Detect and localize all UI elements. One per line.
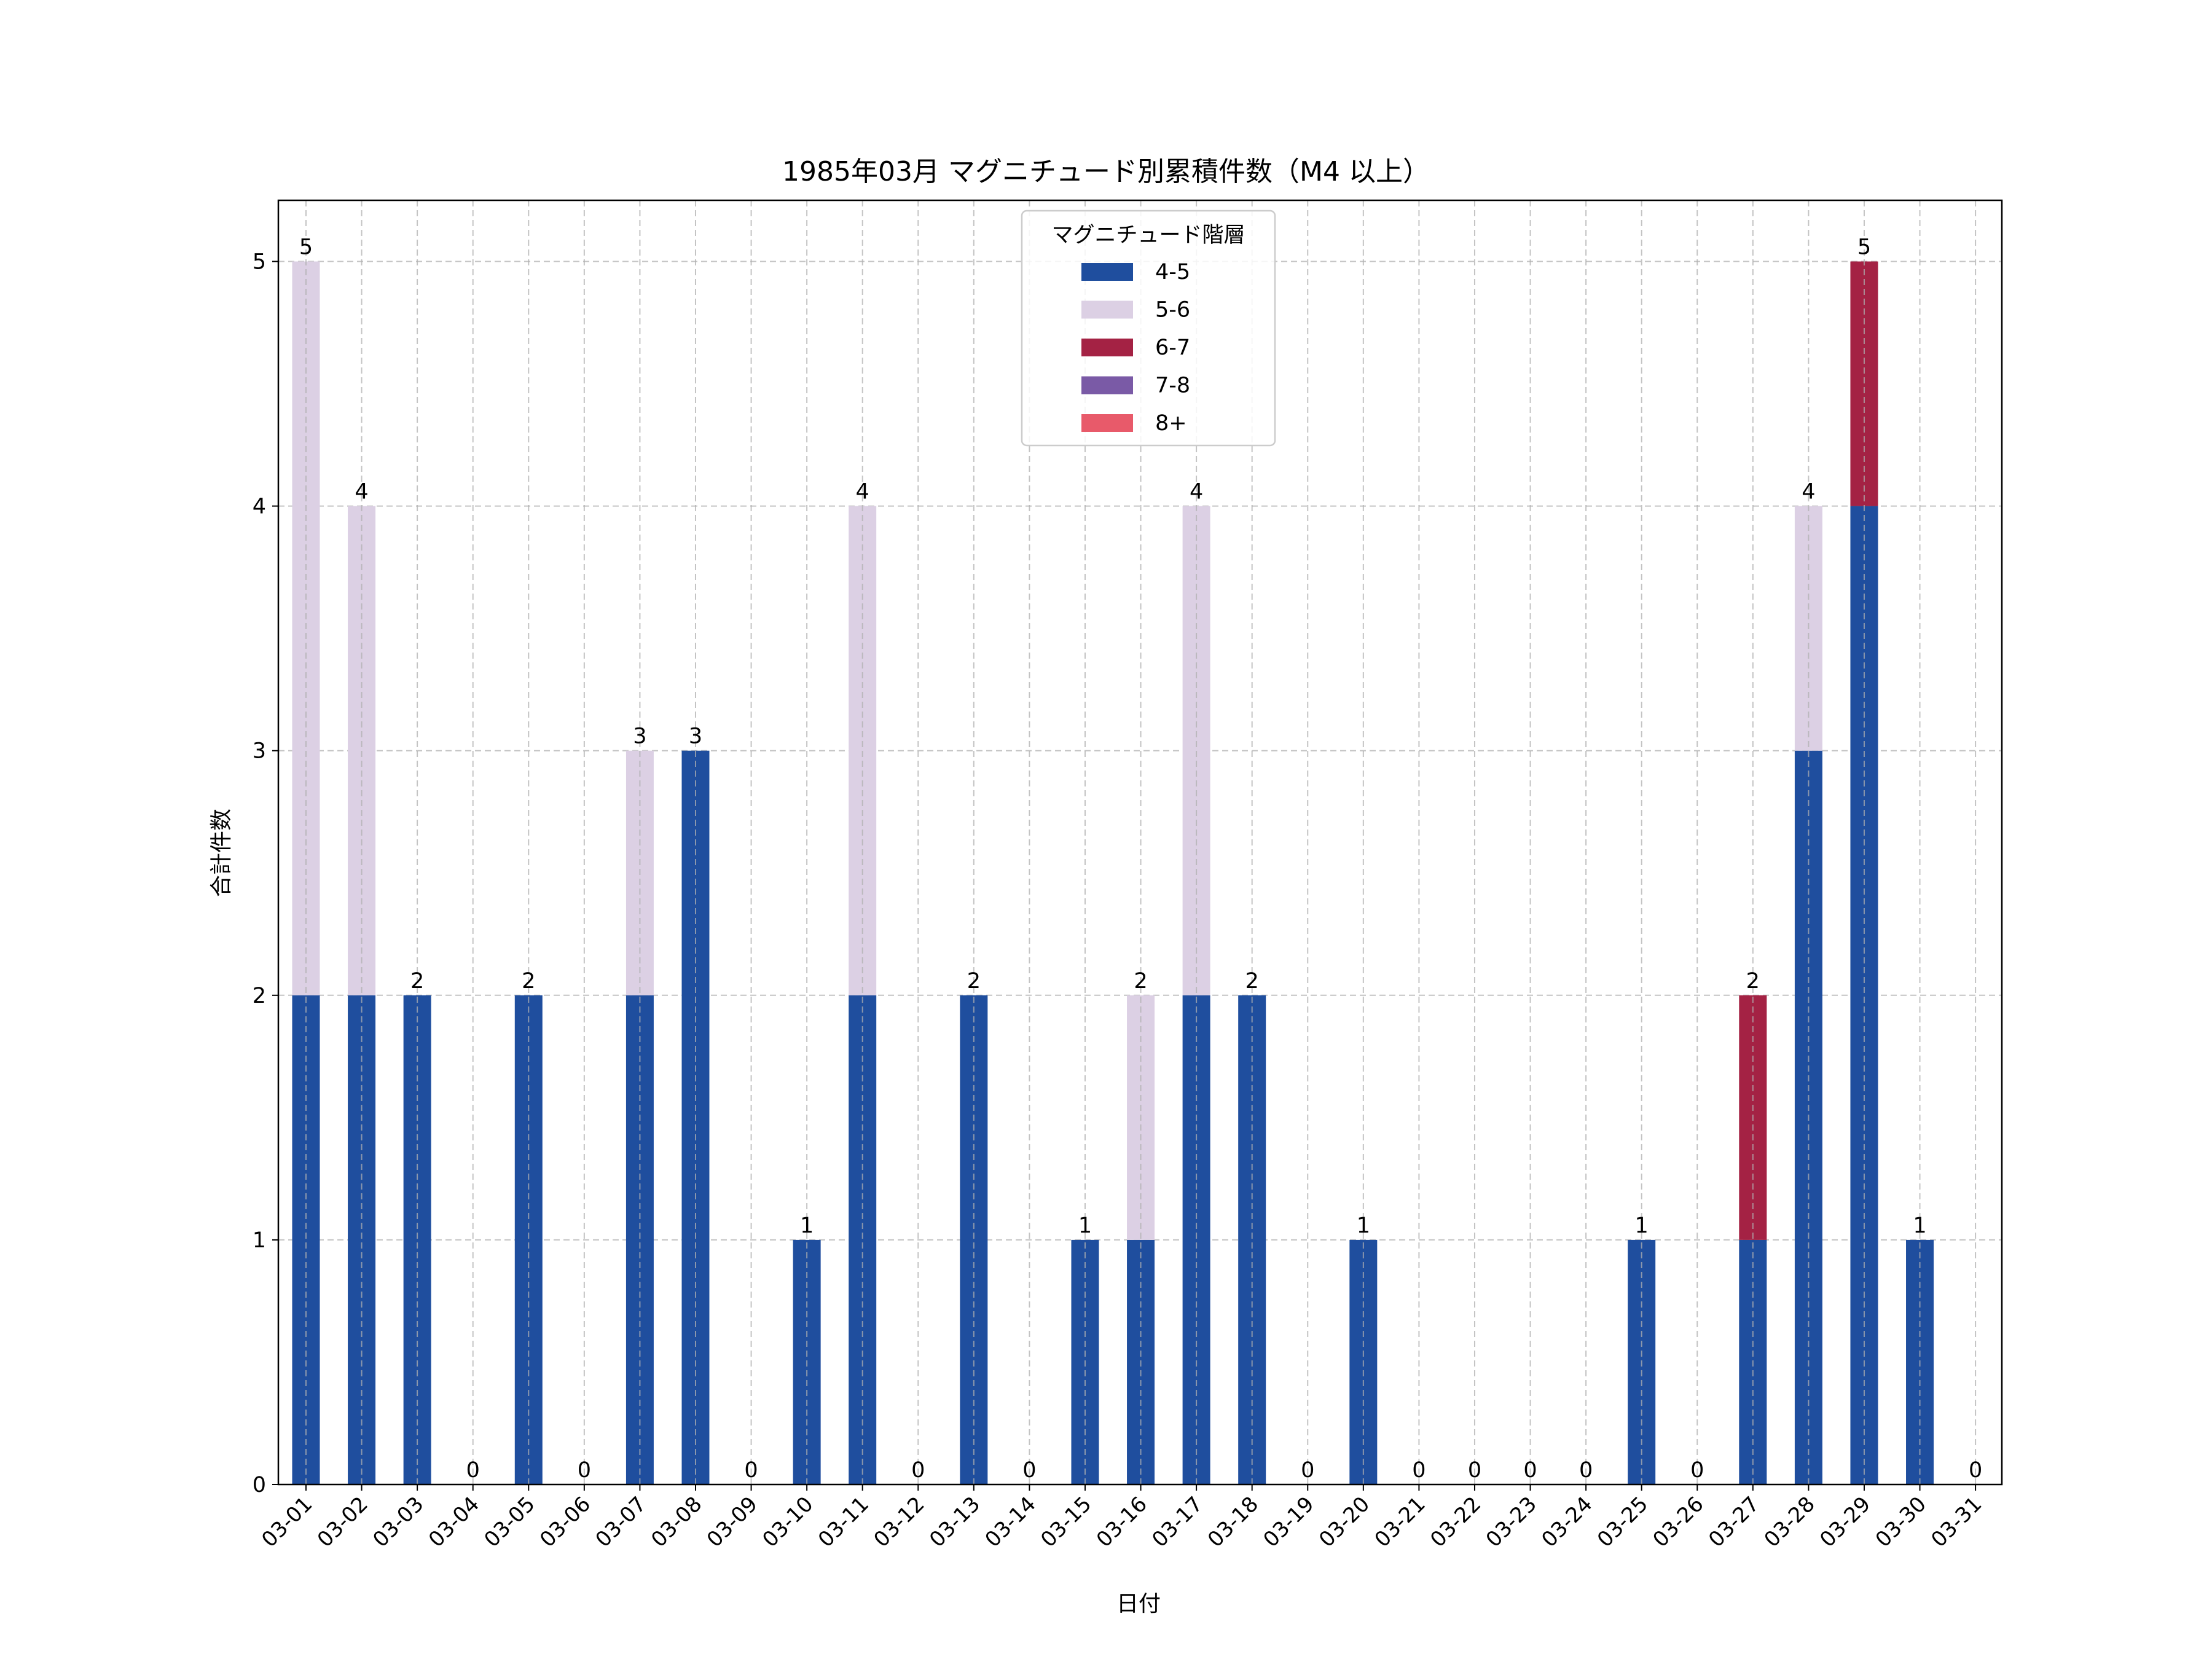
total-label-03-28: 4 <box>1802 480 1815 504</box>
total-label-03-16: 2 <box>1134 969 1147 994</box>
total-label-03-18: 2 <box>1245 969 1259 994</box>
y-tick-label: 4 <box>253 495 266 519</box>
total-label-03-21: 0 <box>1412 1458 1426 1483</box>
total-label-03-26: 0 <box>1690 1458 1704 1483</box>
y-tick-label: 2 <box>253 984 266 1008</box>
total-label-03-31: 0 <box>1969 1458 1982 1483</box>
x-axis-label: 日付 <box>1116 1591 1161 1617</box>
bar-total-labels: 5 4 2 0 2 0 3 3 0 1 4 0 2 0 1 2 4 2 0 1 0 0 0 0 1 0 2 4 5 1 0 <box>299 235 1982 1483</box>
y-tick-label: 3 <box>253 739 266 764</box>
legend-label-4-5: 4-5 <box>1155 260 1190 284</box>
total-label-03-25: 1 <box>1635 1214 1649 1238</box>
total-label-03-09: 0 <box>744 1458 758 1483</box>
plot-frame <box>277 199 2003 1486</box>
legend-title: マグニチュード階層 <box>1051 223 1245 248</box>
total-label-03-27: 2 <box>1746 969 1760 994</box>
total-label-03-22: 0 <box>1468 1458 1481 1483</box>
total-label-03-12: 0 <box>911 1458 925 1483</box>
total-label-03-23: 0 <box>1523 1458 1537 1483</box>
total-label-03-17: 4 <box>1190 480 1203 504</box>
total-label-03-30: 1 <box>1913 1214 1926 1238</box>
total-label-03-06: 0 <box>578 1458 591 1483</box>
legend-label-8+: 8+ <box>1155 411 1187 436</box>
legend-label-6-7: 6-7 <box>1155 335 1190 360</box>
legend-swatch-8+ <box>1081 414 1133 432</box>
y-tick-label: 5 <box>253 250 266 275</box>
y-tick-label: 1 <box>253 1228 266 1253</box>
legend-swatch-5-6 <box>1081 300 1133 319</box>
total-label-03-15: 1 <box>1078 1214 1092 1238</box>
y-axis-label: 合計件数 <box>209 809 234 897</box>
total-label-03-29: 5 <box>1857 235 1871 260</box>
y-tick-label: 0 <box>253 1473 266 1497</box>
total-label-03-04: 0 <box>466 1458 480 1483</box>
total-label-03-03: 2 <box>410 969 424 994</box>
total-label-03-10: 1 <box>800 1214 814 1238</box>
total-label-03-11: 4 <box>856 480 869 504</box>
legend-swatch-6-7 <box>1081 339 1133 356</box>
chart-title: 1985年03月 マグニチュード別累積件数（M4 以上） <box>782 156 1430 187</box>
total-label-03-07: 3 <box>633 724 646 749</box>
total-label-03-05: 2 <box>522 969 535 994</box>
legend-label-5-6: 5-6 <box>1155 298 1190 323</box>
total-label-03-14: 0 <box>1022 1458 1036 1483</box>
total-label-03-20: 1 <box>1357 1214 1370 1238</box>
legend-swatch-4-5 <box>1081 263 1133 281</box>
legend-label-7-8: 7-8 <box>1155 374 1190 398</box>
total-label-03-01: 5 <box>299 235 313 260</box>
legend-swatch-7-8 <box>1081 376 1133 394</box>
total-label-03-02: 4 <box>355 480 368 504</box>
total-label-03-08: 3 <box>689 724 702 749</box>
total-label-03-24: 0 <box>1579 1458 1593 1483</box>
total-label-03-13: 2 <box>967 969 981 994</box>
total-label-03-19: 0 <box>1301 1458 1314 1483</box>
legend: マグニチュード階層 4-5 5-6 6-7 7-8 8+ <box>1021 210 1276 447</box>
